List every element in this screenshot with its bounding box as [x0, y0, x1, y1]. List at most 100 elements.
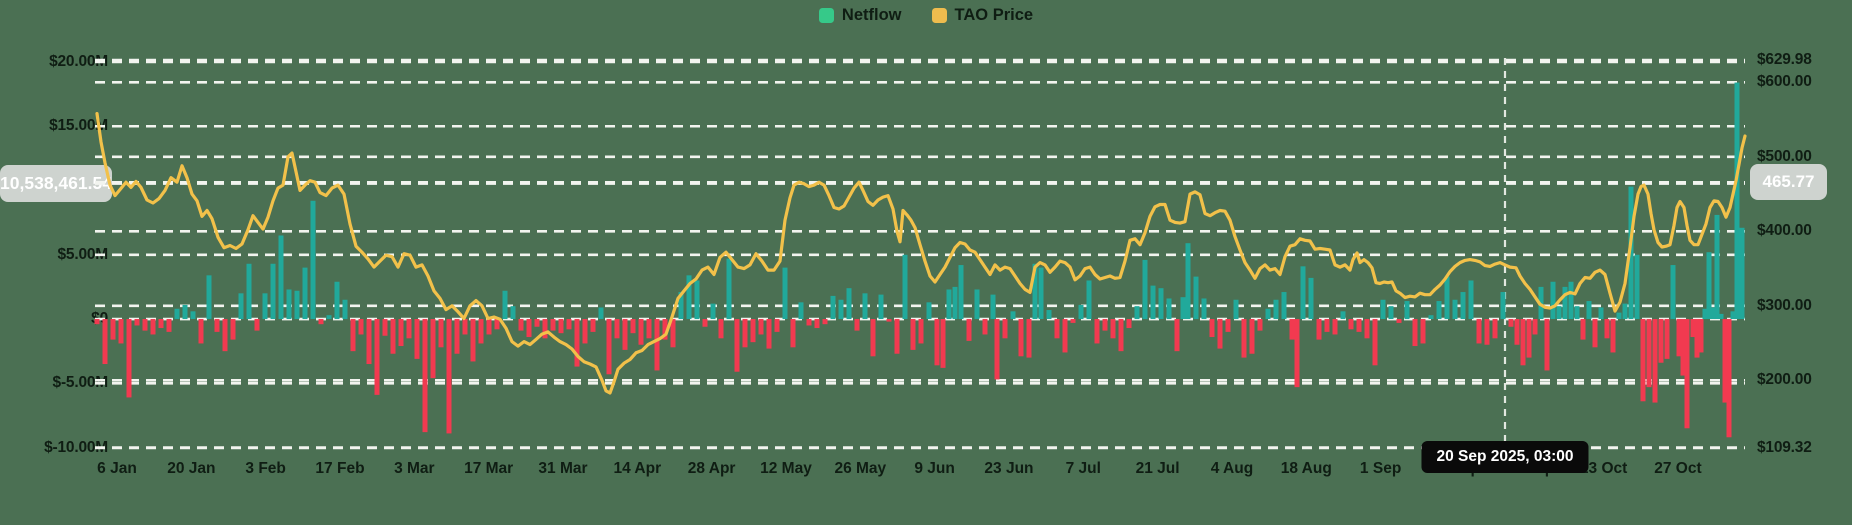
netflow-bar	[1452, 299, 1458, 320]
netflow-bar	[1604, 319, 1610, 339]
netflow-bar	[1094, 319, 1100, 344]
netflow-bar	[446, 319, 452, 434]
price-value-badge: 465.77	[1750, 164, 1827, 201]
netflow-bar	[1532, 319, 1538, 335]
netflow-bar	[774, 319, 780, 332]
netflow-bar	[350, 319, 356, 352]
netflow-bar	[1324, 319, 1330, 332]
netflow-bar	[318, 319, 324, 325]
netflow-bar	[622, 319, 628, 350]
netflow-bar	[940, 319, 946, 368]
netflow-bar	[1046, 310, 1052, 320]
netflow-bar	[814, 319, 820, 329]
netflow-bar	[1690, 319, 1696, 338]
netflow-bar	[486, 319, 492, 335]
netflow-bar	[1348, 319, 1354, 330]
netflow-bar	[910, 319, 916, 350]
netflow-bar	[862, 293, 868, 320]
netflow-bar	[1610, 319, 1616, 353]
netflow-bar	[102, 319, 108, 365]
netflow-bar	[830, 295, 836, 320]
netflow-bar	[462, 319, 468, 335]
netflow-bar	[1126, 319, 1132, 329]
netflow-bar	[694, 280, 700, 320]
netflow-bar	[1739, 227, 1745, 320]
netflow-bar	[174, 308, 180, 320]
netflow-bar	[1174, 319, 1180, 352]
netflow-bar	[1257, 319, 1263, 331]
netflow-bar	[1217, 319, 1223, 349]
tao-price-swatch-icon	[931, 8, 947, 23]
plot-area[interactable]	[94, 58, 1747, 450]
netflow-bar	[1670, 265, 1676, 320]
netflow-bar	[1568, 281, 1574, 320]
netflow-bar	[246, 263, 252, 320]
netflow-bar	[150, 319, 156, 335]
x-axis-tick: 27 Oct	[1654, 460, 1702, 477]
netflow-bar	[718, 319, 724, 339]
netflow-bar	[1308, 277, 1314, 320]
netflow-bar	[1294, 319, 1300, 388]
price-axis-tick: $400.00	[1757, 222, 1812, 240]
netflow-bar	[1680, 319, 1686, 376]
netflow-bar	[878, 294, 884, 320]
price-axis-tick: $600.00	[1757, 73, 1812, 91]
netflow-bar	[606, 319, 612, 375]
chart-canvas[interactable]	[94, 58, 1747, 450]
netflow-bar	[550, 319, 556, 331]
netflow-bar	[766, 319, 772, 349]
netflow-bar	[230, 319, 236, 340]
netflow-bar	[790, 319, 796, 348]
legend-tao-price-label: TAO Price	[954, 6, 1034, 24]
netflow-bar	[1476, 319, 1482, 344]
netflow-bar	[1070, 319, 1076, 323]
netflow-bar	[1508, 319, 1514, 327]
netflow-bar	[1444, 276, 1450, 320]
netflow-bar	[758, 319, 764, 335]
netflow-bar	[670, 319, 676, 348]
netflow-bar	[478, 319, 484, 344]
netflow-bar	[1209, 319, 1215, 338]
netflow-bar	[238, 293, 244, 320]
netflow-axis-tick: $-5.00M	[52, 374, 109, 392]
price-axis-tick: $300.00	[1757, 296, 1812, 314]
netflow-bar	[1526, 319, 1532, 358]
netflow-bar	[1265, 308, 1271, 320]
netflow-bar	[1574, 306, 1580, 320]
netflow-bar	[734, 319, 740, 372]
netflow-bar	[1032, 263, 1038, 320]
netflow-bar	[222, 319, 228, 352]
netflow-bar	[118, 319, 124, 344]
netflow-bar	[1544, 319, 1550, 371]
netflow-bar	[1550, 281, 1556, 320]
netflow-bar	[1054, 319, 1060, 339]
price-axis-tick: $200.00	[1757, 371, 1812, 389]
netflow-bar	[662, 319, 668, 340]
netflow-bar	[1380, 299, 1386, 320]
netflow-bar	[1562, 286, 1568, 320]
netflow-bar	[1018, 319, 1024, 357]
netflow-bar	[710, 303, 716, 320]
x-axis-tick: 1 Sep	[1359, 460, 1402, 477]
netflow-bar	[946, 289, 952, 320]
x-axis-tick: 28 Apr	[687, 460, 736, 477]
netflow-bar	[198, 319, 204, 344]
netflow-bar	[1676, 319, 1682, 357]
netflow-bar	[582, 319, 588, 344]
legend-item-tao-price[interactable]: TAO Price	[931, 6, 1034, 25]
netflow-bar	[542, 319, 548, 339]
x-axis-tick: 14 Apr	[613, 460, 662, 477]
netflow-bar	[422, 319, 428, 433]
netflow-bar	[214, 319, 220, 332]
netflow-bar	[646, 319, 652, 339]
netflow-bar	[566, 319, 572, 330]
netflow-bar	[638, 319, 644, 345]
netflow-bar	[1062, 319, 1068, 353]
netflow-axis-tick: $5.00M	[57, 245, 109, 263]
netflow-bar	[286, 289, 292, 320]
x-axis-tick: 13 Oct	[1579, 460, 1628, 477]
netflow-bar	[1356, 319, 1362, 332]
netflow-bar	[278, 235, 284, 320]
legend-item-netflow[interactable]: Netflow	[818, 6, 902, 25]
netflow-bar	[1150, 285, 1156, 320]
